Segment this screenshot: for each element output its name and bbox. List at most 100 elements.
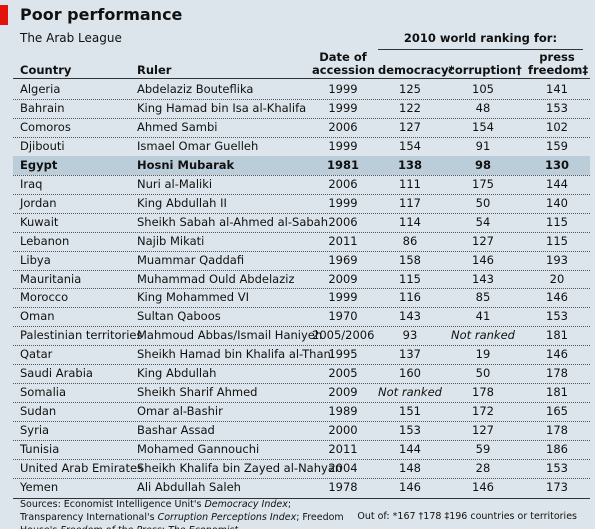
table-cell: Sheikh Sharif Ahmed xyxy=(137,385,258,400)
table-cell: 2000 xyxy=(328,423,358,438)
table-cell: 175 xyxy=(472,176,494,191)
table-cell: 143 xyxy=(399,309,421,324)
table-cell: 59 xyxy=(475,442,491,457)
column-header: press freedom‡ xyxy=(528,50,589,77)
table-cell: Egypt xyxy=(20,157,58,172)
table-cell: Nuri al-Maliki xyxy=(137,176,213,191)
row-separator xyxy=(13,345,590,347)
table-cell: 1999 xyxy=(328,290,358,305)
table-cell: 1999 xyxy=(328,138,358,153)
table-cell: Yemen xyxy=(20,479,59,494)
column-header: Country xyxy=(20,63,72,77)
table-cell: 146 xyxy=(399,479,421,494)
table-cell: 1999 xyxy=(328,195,358,210)
table-cell: 153 xyxy=(546,100,568,115)
table-cell: Bahrain xyxy=(20,100,65,115)
source-text: Democracy Index xyxy=(204,499,288,510)
table-cell: Not ranked xyxy=(378,385,442,400)
table-cell: 1981 xyxy=(326,157,359,172)
table-cell: 105 xyxy=(472,82,494,96)
highlight-band xyxy=(13,155,590,175)
table-cell: Abdelaziz Bouteflika xyxy=(137,82,254,96)
table-cell: Muammar Qaddafi xyxy=(137,252,245,267)
source-text: The Economist xyxy=(168,525,238,529)
table-cell: Iraq xyxy=(20,176,43,191)
subtitle: The Arab League xyxy=(20,31,122,45)
source-text: ; xyxy=(162,525,168,529)
table-cell: 127 xyxy=(472,423,494,438)
row-separator xyxy=(13,231,590,233)
table-cell: 41 xyxy=(475,309,491,324)
table-cell: King Abdullah II xyxy=(137,195,227,210)
table-cell: Jordan xyxy=(20,195,57,210)
table-cell: 2004 xyxy=(328,461,358,475)
table-cell: 117 xyxy=(399,195,421,210)
note: Out of: *167 †178 ‡196 countries or terr… xyxy=(357,511,577,522)
table-cell: Djibouti xyxy=(20,138,65,153)
table-cell: 102 xyxy=(546,119,568,134)
table-cell: 158 xyxy=(399,252,421,267)
table-cell: 144 xyxy=(399,442,421,457)
table-cell: 153 xyxy=(546,309,568,324)
table-cell: 122 xyxy=(399,100,421,115)
red-marker xyxy=(0,5,8,25)
table-cell: 2005/2006 xyxy=(312,328,375,343)
table-cell: 50 xyxy=(475,195,491,210)
row-separator xyxy=(13,477,590,479)
table-cell: 93 xyxy=(402,328,418,343)
table-cell: 1995 xyxy=(328,347,358,362)
table-cell: Mahmoud Abbas/Ismail Haniyeh xyxy=(137,328,323,343)
row-separator xyxy=(13,288,590,290)
column-header: Date of accession xyxy=(312,50,375,77)
table-cell: Sheikh Sabah al-Ahmed al-Sabah xyxy=(137,214,329,229)
table-cell: Morocco xyxy=(20,290,69,305)
table-cell: 144 xyxy=(546,176,568,191)
row-separator xyxy=(13,440,590,442)
table-cell: 1999 xyxy=(328,100,358,115)
title: Poor performance xyxy=(20,5,183,24)
table-cell: 127 xyxy=(472,233,494,248)
table-cell: 154 xyxy=(399,138,421,153)
table-cell: Ismael Omar Guelleh xyxy=(137,138,259,153)
table-cell: Sudan xyxy=(20,404,57,419)
table-cell: Bashar Assad xyxy=(137,423,215,438)
table-cell: Algeria xyxy=(20,82,61,96)
table-cell: 130 xyxy=(544,157,569,172)
row-separator xyxy=(13,117,590,119)
table-cell: 2011 xyxy=(328,442,358,457)
table-cell: Ahmed Sambi xyxy=(137,119,218,134)
table-cell: 146 xyxy=(546,290,568,305)
source-text: ; Transparency International's xyxy=(20,499,292,523)
table-cell: Not ranked xyxy=(451,328,515,343)
table-cell: 2006 xyxy=(328,119,358,134)
sources: Sources: Economist Intelligence Unit's D… xyxy=(20,498,350,529)
row-separator xyxy=(13,269,590,271)
table-cell: 2011 xyxy=(328,233,358,248)
table-cell: 146 xyxy=(472,252,494,267)
table-cell: 2009 xyxy=(328,385,358,400)
table-cell: Sheikh Hamad bin Khalifa al-Thani xyxy=(137,347,334,362)
table-cell: Mohamed Gannouchi xyxy=(137,442,260,457)
table-cell: 151 xyxy=(399,404,421,419)
table-cell: 137 xyxy=(399,347,421,362)
group-rule xyxy=(378,49,583,50)
row-separator xyxy=(13,174,590,176)
row-separator xyxy=(13,326,590,328)
source-text: Corruption Perceptions Index xyxy=(157,512,297,523)
row-separator xyxy=(13,459,590,460)
row-separator xyxy=(13,98,590,100)
table-cell: 115 xyxy=(399,271,421,286)
table-cell: 181 xyxy=(546,385,568,400)
table-cell: 111 xyxy=(399,176,421,191)
table-cell: Syria xyxy=(20,423,50,438)
table-cell: 116 xyxy=(399,290,421,305)
table-cell: 2006 xyxy=(328,176,358,191)
table-cell: 48 xyxy=(475,100,491,115)
table-cell: 148 xyxy=(399,461,421,475)
table-cell: 1978 xyxy=(328,479,358,494)
table-cell: 125 xyxy=(399,82,421,96)
table-cell: 20 xyxy=(549,271,565,286)
table-cell: 114 xyxy=(399,214,421,229)
table-cell: Muhammad Ould Abdelaziz xyxy=(137,271,295,286)
